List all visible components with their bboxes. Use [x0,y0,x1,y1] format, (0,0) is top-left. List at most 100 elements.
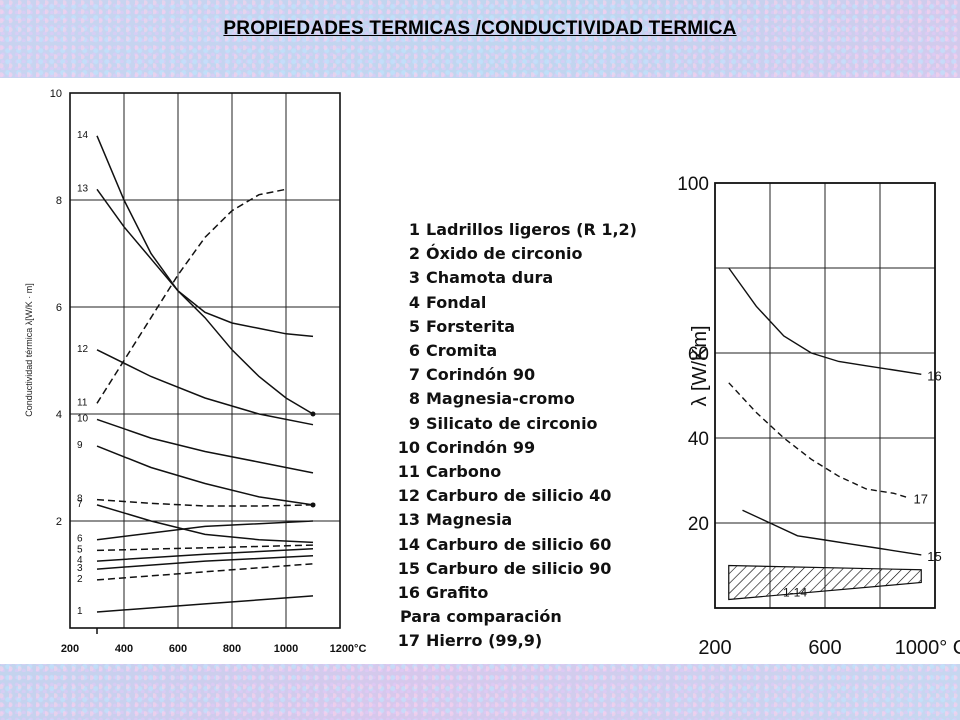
series-label: 15 [927,549,941,564]
legend-item: 7 Corindón 90 [396,363,666,387]
y-axis-label: Conductividad térmica λ[W/K · m] [24,283,34,417]
series-line-15 [742,509,922,556]
legend-label: Grafito [426,583,489,603]
legend-label: Magnesia [426,510,513,530]
y-tick-label: 40 [688,429,709,450]
legend-number: 11 [397,462,420,482]
legend-label: Fondal [426,292,487,312]
series-label: 10 [77,413,89,424]
series-line-7 [96,504,314,544]
x-unit-label: 1200°C [330,643,367,655]
series-line-12 [96,349,314,426]
legend-label: Hierro (99,9) [426,631,543,651]
series-label: 16 [927,368,941,383]
legend-number: 17 [397,631,420,651]
legend-item: 6 Cromita [396,339,666,363]
series-label: 11 [77,397,88,408]
x-tick-label: 400 [115,643,133,655]
legend-number: 15 [397,558,420,578]
x-tick-label: 600 [169,643,187,655]
series-label: 8 [77,494,83,505]
y-tick-label: 2 [56,516,62,528]
legend-item: 3 Chamota dura [396,266,666,290]
legend-label: Carburo de silicio 60 [426,534,612,554]
series-label: 1 [77,606,83,617]
series-line-4 [96,548,314,562]
legend-number: 6 [408,341,420,361]
series-label: 14 [77,130,89,141]
x-tick-label: 1000 [274,643,298,655]
series-label: 6 [77,534,83,545]
series-end-marker [310,411,316,417]
legend-label: Chamota dura [426,268,554,288]
series-label: 13 [77,183,89,194]
content-panel: 2 4 6 8 10 200 400 600 800 1000 1200°C 1 2 3 4 5 6 7 8 9 10 1… [0,78,960,664]
legend-item: 12 Carburo de silicio 40 [396,484,666,508]
series-line-3 [96,555,314,570]
legend-number: 10 [397,437,420,457]
legend-item: 17 Hierro (99,9) [396,629,666,653]
legend-item: 5 Forsterita [396,315,666,339]
legend-number: 4 [408,292,420,312]
legend-label: Carburo de silicio 40 [426,486,612,506]
x-tick-label: 200 [61,643,79,655]
legend-item: 9 Silicato de circonio [396,412,666,436]
series-legend: 1 Ladrillos ligeros (R 1,2) 2 Óxido de circ… [396,218,666,654]
legend-label: Forsterita [426,316,516,336]
y-tick-label: 10 [50,88,62,100]
x-tick-label: 1000° C [895,637,960,659]
series-line-14 [96,135,314,338]
legend-number: 9 [408,413,420,433]
legend-label: Corindón 99 [426,437,536,457]
series-end-marker [310,502,316,508]
legend-item: 4 Fondal [396,291,666,315]
legend-label: Magnesia-cromo [426,389,575,409]
series-line-9 [96,445,314,506]
y-tick-label: 100 [677,174,709,195]
series-line-8 [96,498,314,507]
legend-label: Carburo de silicio 90 [426,558,612,578]
legend-item: 13 Magnesia [396,508,666,532]
legend-item: 1 Ladrillos ligeros (R 1,2) [396,218,666,242]
series-line-10 [96,418,314,474]
series-line-11 [96,188,287,404]
legend-label: Cromita [426,341,498,361]
plot-frame [69,92,341,629]
series-label: 9 [77,440,83,451]
legend-comparison-header: Para comparación [400,607,562,627]
series-label: 4 [77,555,83,566]
conductivity-chart-comparison: 20 40 60 100 200 600 1000° C 1-14 16 17 15 λ [W/Km… [677,174,960,659]
legend-item: 16 Grafito [396,581,666,605]
band-label: 1-14 [783,585,807,599]
page-title: PROPIEDADES TERMICAS /CONDUCTIVIDAD TERM… [223,18,737,39]
legend-label: Silicato de circonio [426,413,598,433]
legend-label: Óxido de circonio [426,244,583,264]
y-tick-label: 20 [688,514,709,535]
legend-item: 15 Carburo de silicio 90 [396,557,666,581]
y-tick-label: 4 [56,409,62,421]
y-tick-label: 6 [56,302,62,314]
legend-number: 2 [408,244,420,264]
x-tick-label: 200 [698,637,731,659]
legend-number: 14 [397,534,420,554]
y-tick-label: 8 [56,195,62,207]
y-tick-label: 60 [688,344,709,365]
legend-number: 1 [408,220,420,239]
legend-number: 3 [408,268,420,288]
legend-number: 7 [408,365,420,385]
legend-item: 8 Magnesia-cromo [396,387,666,411]
y-axis-label: λ [W/Km] [689,325,711,406]
plot-frame [714,182,936,609]
series-label: 3 [77,563,83,574]
x-tick-label: 800 [223,643,241,655]
legend-number: 5 [408,316,420,336]
x-tick-label: 600 [808,637,841,659]
series-label: 7 [77,499,83,510]
series-line-2 [96,563,314,581]
legend-label: Ladrillos ligeros (R 1,2) [426,220,637,239]
legend-number: 16 [397,583,420,603]
legend-number: 13 [397,510,420,530]
hatched-band [728,564,922,601]
legend-item: 14 Carburo de silicio 60 [396,533,666,557]
